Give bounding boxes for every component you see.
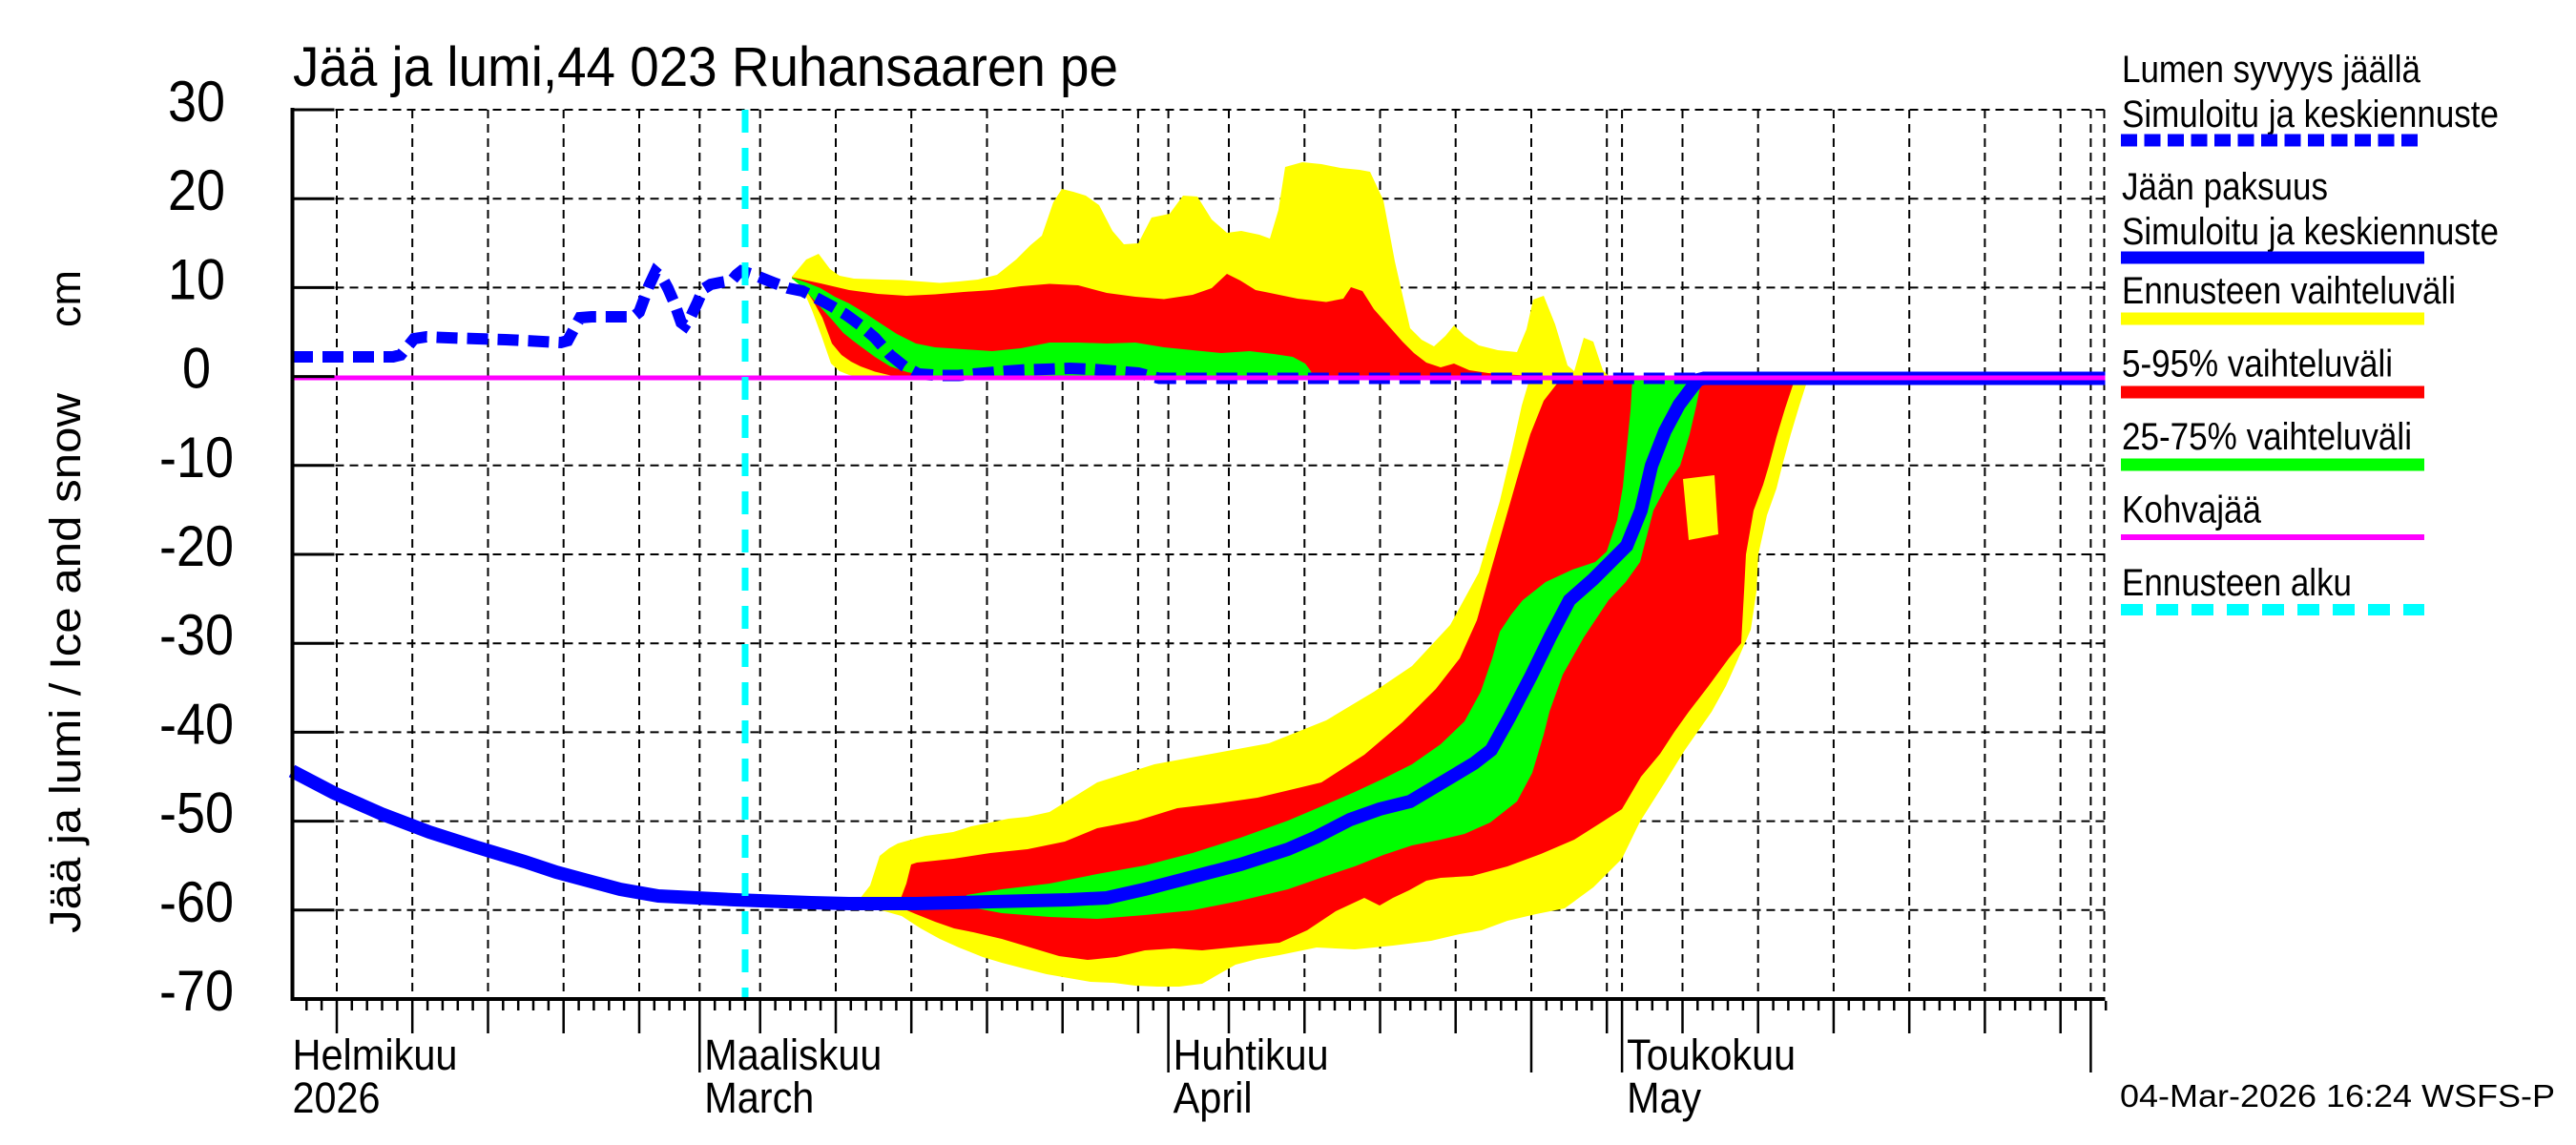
svg-text:-30: -30 [159,603,234,667]
svg-text:Ennusteen vaihteluväli: Ennusteen vaihteluväli [2122,270,2456,312]
svg-text:30: 30 [168,70,225,134]
svg-text:Lumen syvyys jäällä: Lumen syvyys jäällä [2122,49,2421,91]
svg-text:25-75% vaihteluväli: 25-75% vaihteluväli [2122,416,2412,458]
svg-text:Kohvajää: Kohvajää [2122,489,2262,531]
svg-text:Ennusteen alku: Ennusteen alku [2122,562,2352,604]
svg-text:May: May [1627,1073,1701,1122]
svg-text:10: 10 [168,247,225,311]
svg-text:-40: -40 [159,692,234,756]
svg-text:Jää ja lumi / Ice and snow: Jää ja lumi / Ice and snow [41,392,90,933]
svg-text:Maaliskuu: Maaliskuu [704,1030,882,1079]
svg-text:Simuloitu ja keskiennuste: Simuloitu ja keskiennuste [2122,211,2499,253]
svg-text:2026: 2026 [293,1073,381,1122]
svg-text:-50: -50 [159,781,234,845]
svg-text:-70: -70 [159,959,234,1023]
svg-text:-20: -20 [159,514,234,578]
svg-text:Helmikuu: Helmikuu [293,1030,458,1079]
svg-text:Huhtikuu: Huhtikuu [1174,1030,1329,1079]
svg-text:04-Mar-2026 16:24 WSFS-P: 04-Mar-2026 16:24 WSFS-P [2120,1078,2555,1114]
svg-text:0: 0 [182,337,211,401]
svg-text:Jää ja lumi,44 023 Ruhansaaren: Jää ja lumi,44 023 Ruhansaaren pe [293,36,1118,98]
svg-text:5-95% vaihteluväli: 5-95% vaihteluväli [2122,344,2393,385]
svg-text:March: March [704,1073,814,1122]
svg-text:20: 20 [168,158,225,222]
svg-text:-60: -60 [159,870,234,934]
svg-text:-10: -10 [159,426,234,489]
svg-text:April: April [1174,1073,1253,1122]
svg-text:Toukokuu: Toukokuu [1627,1030,1796,1079]
svg-text:Jään paksuus: Jään paksuus [2122,166,2328,208]
svg-text:cm: cm [41,270,90,327]
svg-text:Simuloitu ja keskiennuste: Simuloitu ja keskiennuste [2122,94,2499,135]
